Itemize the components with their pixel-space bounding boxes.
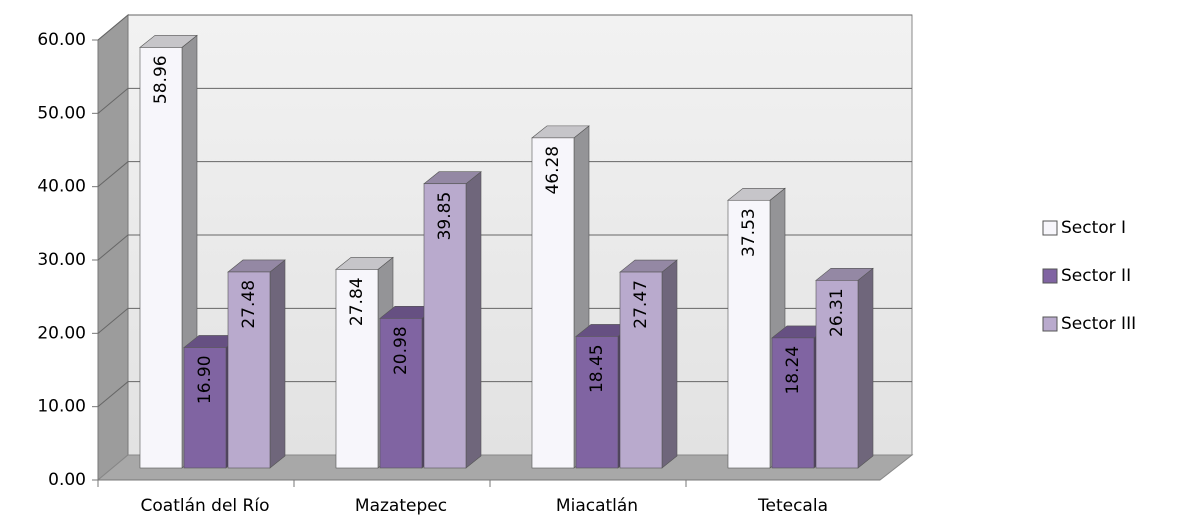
y-tick-label: 0.00: [48, 470, 86, 490]
bar: [183, 347, 227, 469]
grid-line: [97, 14, 129, 41]
data-label: 27.47: [631, 280, 651, 329]
data-label: 58.96: [151, 55, 171, 104]
legend-swatch: [1042, 268, 1058, 284]
x-tick-label: Mazatepec: [355, 496, 447, 516]
legend-swatch: [1042, 220, 1058, 236]
bar: [227, 271, 271, 469]
legend-label: Sector III: [1061, 314, 1136, 334]
bar: [531, 137, 575, 469]
bar-side: [465, 171, 482, 469]
bar-side: [857, 267, 874, 469]
legend-label: Sector II: [1061, 266, 1131, 286]
bar: [815, 280, 859, 469]
bar: [771, 337, 815, 469]
grid-line: [97, 234, 129, 261]
bar: [423, 183, 467, 469]
data-label: 16.90: [195, 355, 215, 404]
x-tick-label: Coatlán del Río: [141, 496, 270, 516]
y-tick-label: 20.00: [37, 323, 86, 343]
x-tick-label: Tetecala: [757, 496, 828, 516]
grid-line: [97, 381, 129, 408]
bar: [379, 318, 423, 469]
grid-line: [97, 307, 129, 334]
bar: [727, 199, 771, 469]
data-label: 39.85: [435, 192, 455, 241]
data-label: 18.24: [783, 346, 803, 395]
data-label: 18.45: [587, 344, 607, 393]
grid-line: [97, 161, 129, 188]
legend-label: Sector I: [1061, 218, 1126, 238]
bar: [619, 271, 663, 469]
data-label: 27.48: [239, 280, 259, 329]
data-label: 37.53: [739, 208, 759, 257]
bar-side: [661, 259, 678, 469]
x-tick-label: Miacatlán: [556, 496, 638, 516]
data-label: 20.98: [391, 326, 411, 375]
bar: [575, 336, 619, 469]
bar-side: [269, 259, 286, 469]
grid-line: [97, 87, 129, 114]
data-label: 46.28: [543, 146, 563, 195]
bar: [335, 269, 379, 469]
y-tick-label: 30.00: [37, 250, 86, 270]
legend-swatch: [1042, 316, 1058, 332]
y-tick-label: 50.00: [37, 103, 86, 123]
y-tick-label: 40.00: [37, 177, 86, 197]
bar: [139, 47, 183, 469]
y-tick-label: 10.00: [37, 397, 86, 417]
data-label: 26.31: [827, 288, 847, 337]
data-label: 27.84: [347, 277, 367, 326]
y-tick-label: 60.00: [37, 30, 86, 50]
